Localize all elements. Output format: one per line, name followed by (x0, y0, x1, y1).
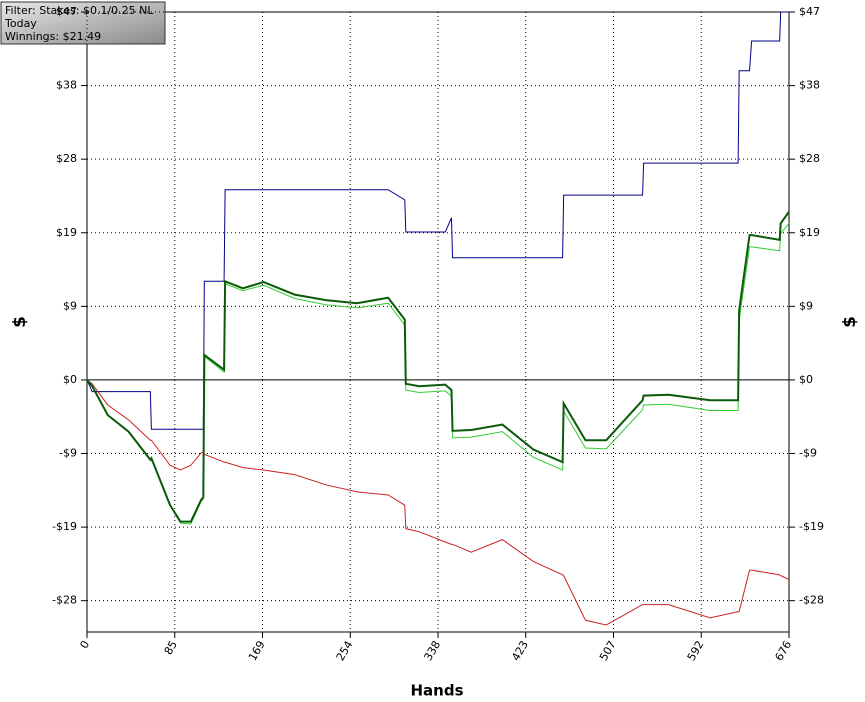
x-tick-label: 169 (246, 639, 268, 664)
x-tick-label: 676 (772, 639, 794, 664)
y-axis-label: $ (10, 316, 30, 328)
x-axis-label: Hands (410, 682, 463, 700)
y-tick-label: $47 (56, 5, 77, 18)
y-tick-label: -$9 (59, 447, 77, 460)
series-line (86, 211, 790, 523)
y2-tick-label: $0 (799, 373, 813, 386)
y2-axis-label: $ (840, 316, 860, 328)
y2-tick-label: -$19 (799, 520, 824, 533)
info-line: Filter: Stakes: $0.1/0.25 NL (5, 4, 154, 17)
series-line (86, 223, 790, 525)
y2-tick-label: $9 (799, 299, 813, 312)
x-tick-label: 338 (421, 639, 443, 664)
y2-tick-label: -$28 (799, 594, 824, 607)
x-tick-label: 423 (509, 639, 531, 664)
y-tick-label: $19 (56, 226, 77, 239)
y-tick-label: $28 (56, 152, 77, 165)
series-line (86, 11, 789, 430)
y2-tick-label: $19 (799, 226, 820, 239)
y2-tick-label: $38 (799, 79, 820, 92)
series-line (86, 379, 790, 626)
info-line: Winnings: $21.49 (5, 30, 101, 43)
x-tick-label: 507 (597, 639, 619, 664)
y2-tick-label: $28 (799, 152, 820, 165)
y-tick-label: $38 (56, 79, 77, 92)
info-line: Today (4, 17, 37, 30)
y2-tick-label: -$9 (799, 447, 817, 460)
y-tick-label: $9 (63, 299, 77, 312)
y-tick-label: $0 (63, 373, 77, 386)
y-tick-label: -$19 (52, 520, 77, 533)
x-tick-label: 0 (77, 639, 92, 652)
x-tick-label: 254 (334, 639, 356, 664)
info-box: Filter: Stakes: $0.1/0.25 NL Today Winni… (0, 1, 166, 45)
x-tick-label: 85 (162, 639, 180, 658)
y2-tick-label: $47 (799, 5, 820, 18)
info-box-bg (0, 1, 166, 45)
x-tick-label: 592 (685, 639, 707, 664)
y-tick-label: -$28 (52, 594, 77, 607)
